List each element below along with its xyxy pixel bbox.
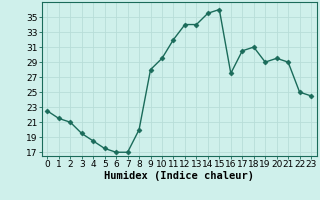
X-axis label: Humidex (Indice chaleur): Humidex (Indice chaleur) <box>104 171 254 181</box>
